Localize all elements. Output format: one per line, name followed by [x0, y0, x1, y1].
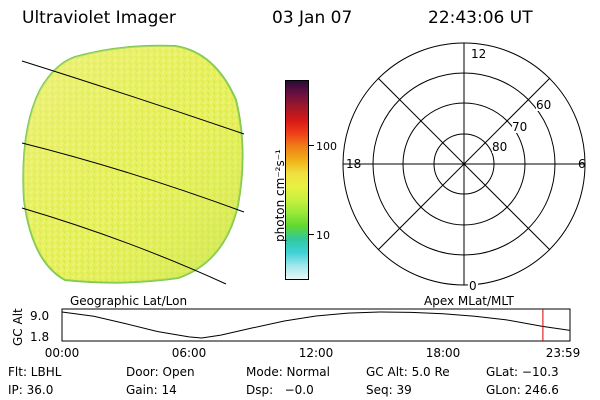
colorbar-tick-label: 10: [316, 229, 330, 242]
polar-panel-label: Apex MLat/MLT: [424, 294, 514, 308]
colorbar-unit-label: photon cm⁻²s⁻¹: [273, 149, 287, 242]
colorbar-gradient: [286, 81, 308, 279]
latitude-line: [21, 60, 245, 135]
altitude-y-tick: 9.0: [30, 309, 50, 323]
dsp-info: Dsp: −0.0: [246, 383, 314, 397]
earth-disk: [22, 44, 244, 284]
altitude-plot-frame: [61, 308, 571, 342]
mlt-label-6: 6: [578, 157, 586, 171]
geo-image-panel: [21, 44, 245, 285]
latitude-line: [21, 207, 227, 285]
altitude-plot: [61, 308, 571, 342]
altitude-x-tick: 12:00: [298, 346, 334, 360]
altitude-x-tick: 18:00: [425, 346, 461, 360]
date-label: 03 Jan 07: [272, 8, 353, 28]
latitude-lines: [21, 60, 245, 285]
altitude-x-tick: 06:00: [171, 346, 207, 360]
lat-label-60: 60: [536, 98, 552, 112]
polar-axis: [377, 77, 551, 251]
colorbar-tick-label: 100: [316, 140, 337, 153]
altitude-y-tick: 1.8: [30, 330, 50, 344]
colorbar-tick-100: [308, 145, 314, 146]
mlt-label-18: 18: [346, 157, 362, 171]
colorbar-tick-10: [308, 234, 314, 235]
mlt-label-0: 0: [468, 279, 478, 293]
polar-plot: [342, 42, 586, 286]
time-label: 22:43:06 UT: [428, 8, 533, 28]
altitude-x-tick: 00:00: [44, 346, 80, 360]
altitude-curve: [61, 311, 571, 339]
lat-label-70: 70: [512, 120, 528, 134]
altitude-x-tick: 23:59: [545, 346, 581, 360]
mlt-label-12: 12: [470, 47, 488, 61]
ip-info: IP: 36.0: [8, 383, 54, 397]
glat-info: GLat: −10.3: [486, 365, 559, 379]
gain-info: Gain: 14: [126, 383, 177, 397]
instrument-title: Ultraviolet Imager: [22, 8, 176, 28]
door-info: Door: Open: [126, 365, 195, 379]
mode-info: Mode: Normal: [246, 365, 330, 379]
lat-label-80: 80: [492, 140, 508, 154]
latitude-line: [21, 142, 245, 213]
colorbar: [285, 80, 309, 280]
gc-alt-info: GC Alt: 5.0 Re: [366, 365, 450, 379]
seq-info: Seq: 39: [366, 383, 412, 397]
filter-info: Flt: LBHL: [8, 365, 62, 379]
geo-panel-label: Geographic Lat/Lon: [70, 294, 188, 308]
glon-info: GLon: 246.6: [486, 383, 559, 397]
